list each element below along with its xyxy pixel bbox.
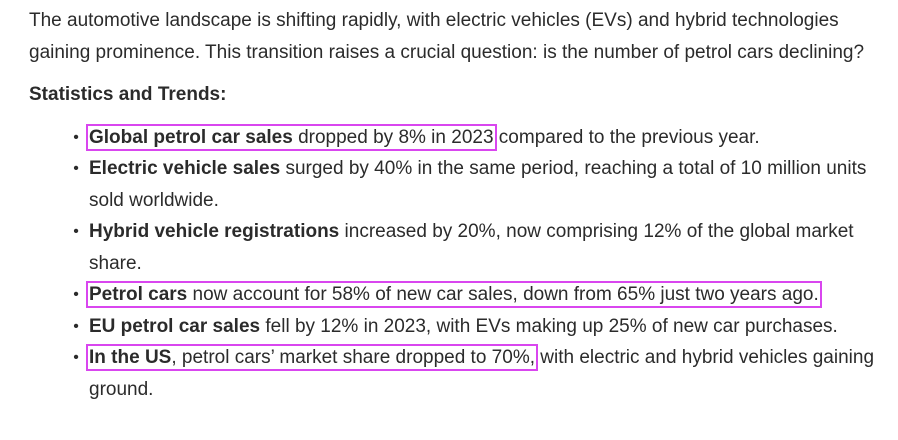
- item-text: dropped by 8% in 2023: [292, 126, 494, 148]
- item-bold-text: EU petrol car sales: [89, 315, 261, 337]
- list-item: • Petrol cars now account for 58% of new…: [29, 279, 879, 311]
- item-text: with electric and hybrid vehicles gainin…: [89, 347, 875, 400]
- list-item: • In the US, petrol cars’ market share d…: [29, 342, 879, 405]
- statistics-list: • Global petrol car sales dropped by 8% …: [29, 122, 879, 406]
- list-item: • Global petrol car sales dropped by 8% …: [29, 122, 879, 154]
- item-text: surged by 40% in the same period, reachi…: [89, 158, 867, 211]
- list-item: • EU petrol car sales fell by 12% in 202…: [29, 311, 879, 343]
- bullet-icon: •: [73, 349, 79, 366]
- highlight-box: In the US, petrol cars’ market share dro…: [86, 344, 538, 371]
- list-item: • Electric vehicle sales surged by 40% i…: [29, 153, 879, 216]
- item-text: increased by 20%, now comprising 12% of …: [89, 221, 854, 274]
- item-bold-text: Electric vehicle sales: [89, 158, 281, 179]
- item-bold-text: In the US: [89, 347, 172, 368]
- bullet-icon: •: [73, 223, 79, 240]
- section-heading: Statistics and Trends:: [29, 84, 227, 105]
- bullet-icon: •: [73, 128, 79, 146]
- bullet-icon: •: [73, 317, 79, 335]
- item-bold-text: Global petrol car sales: [89, 126, 293, 148]
- item-text: , petrol cars’ market share dropped to 7…: [171, 347, 535, 368]
- intro-paragraph: The automotive landscape is shifting rap…: [29, 10, 865, 63]
- bullet-icon: •: [73, 286, 79, 303]
- list-item: • Hybrid vehicle registrations increased…: [29, 216, 879, 279]
- item-bold-text: Hybrid vehicle registrations: [89, 221, 340, 242]
- item-text: now account for 58% of new car sales, do…: [187, 284, 819, 305]
- highlight-box: Global petrol car sales dropped by 8% in…: [86, 123, 497, 151]
- item-text: compared to the previous year.: [493, 126, 760, 148]
- bullet-icon: •: [73, 160, 79, 177]
- article-body: The automotive landscape is shifting rap…: [29, 5, 879, 405]
- item-bold-text: Petrol cars: [89, 284, 188, 305]
- highlight-box: Petrol cars now account for 58% of new c…: [86, 281, 822, 308]
- item-text: fell by 12% in 2023, with EVs making up …: [260, 315, 838, 337]
